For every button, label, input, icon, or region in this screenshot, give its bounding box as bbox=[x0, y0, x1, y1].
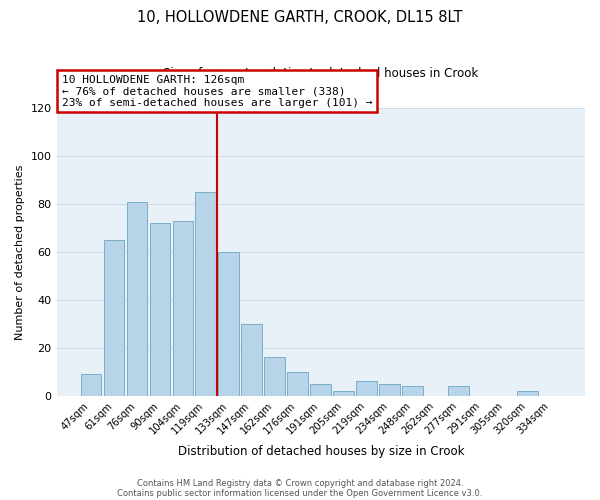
Bar bbox=[356, 382, 377, 396]
Text: 10, HOLLOWDENE GARTH, CROOK, DL15 8LT: 10, HOLLOWDENE GARTH, CROOK, DL15 8LT bbox=[137, 10, 463, 25]
X-axis label: Distribution of detached houses by size in Crook: Distribution of detached houses by size … bbox=[178, 444, 464, 458]
Bar bbox=[241, 324, 262, 396]
Bar bbox=[517, 391, 538, 396]
Bar bbox=[334, 391, 354, 396]
Bar bbox=[104, 240, 124, 396]
Bar bbox=[80, 374, 101, 396]
Bar bbox=[149, 223, 170, 396]
Bar bbox=[265, 358, 285, 396]
Bar bbox=[448, 386, 469, 396]
Bar bbox=[127, 202, 147, 396]
Bar bbox=[173, 220, 193, 396]
Bar bbox=[196, 192, 216, 396]
Title: Size of property relative to detached houses in Crook: Size of property relative to detached ho… bbox=[163, 68, 478, 80]
Text: Contains HM Land Registry data © Crown copyright and database right 2024.: Contains HM Land Registry data © Crown c… bbox=[137, 478, 463, 488]
Bar bbox=[310, 384, 331, 396]
Text: 10 HOLLOWDENE GARTH: 126sqm
← 76% of detached houses are smaller (338)
23% of se: 10 HOLLOWDENE GARTH: 126sqm ← 76% of det… bbox=[62, 75, 373, 108]
Bar bbox=[379, 384, 400, 396]
Y-axis label: Number of detached properties: Number of detached properties bbox=[15, 164, 25, 340]
Bar bbox=[403, 386, 423, 396]
Text: Contains public sector information licensed under the Open Government Licence v3: Contains public sector information licen… bbox=[118, 488, 482, 498]
Bar bbox=[287, 372, 308, 396]
Bar bbox=[218, 252, 239, 396]
